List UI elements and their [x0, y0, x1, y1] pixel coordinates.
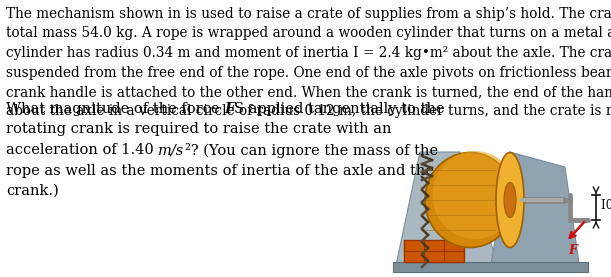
Text: crank handle is attached to the other end. When the crank is turned, the end of : crank handle is attached to the other en… [6, 85, 611, 99]
Text: rope as well as the moments of inertia of the axle and the: rope as well as the moments of inertia o… [6, 163, 434, 178]
Polygon shape [490, 152, 580, 270]
Ellipse shape [433, 151, 518, 239]
Text: What magnitude of the force: What magnitude of the force [6, 102, 224, 116]
Text: F: F [224, 102, 235, 116]
Text: F: F [568, 244, 577, 257]
Text: The mechanism shown in is used to raise a crate of supplies from a ship’s hold. : The mechanism shown in is used to raise … [6, 7, 611, 21]
Polygon shape [395, 152, 500, 270]
Ellipse shape [425, 153, 515, 248]
Ellipse shape [504, 183, 516, 217]
Text: about the axle in a vertical circle of radius 0.12 m, the cylinder turns, and th: about the axle in a vertical circle of r… [6, 104, 611, 119]
Ellipse shape [496, 153, 524, 248]
Text: rotating crank is required to raise the crate with an: rotating crank is required to raise the … [6, 122, 392, 137]
Text: acceleration of 1.40: acceleration of 1.40 [6, 143, 158, 157]
Text: crank.): crank.) [6, 184, 59, 198]
Text: S applied tangentially to the: S applied tangentially to the [235, 102, 445, 116]
Bar [404, 240, 464, 262]
Text: m/s: m/s [158, 143, 185, 157]
Text: I0.12 m: I0.12 m [601, 199, 611, 212]
Bar [393, 262, 588, 272]
Text: ²? (You can ignore the mass of the: ²? (You can ignore the mass of the [185, 143, 437, 158]
Text: suspended from the free end of the rope. One end of the axle pivots on frictionl: suspended from the free end of the rope.… [6, 65, 611, 79]
Text: total mass 54.0 kg. A rope is wrapped around a wooden cylinder that turns on a m: total mass 54.0 kg. A rope is wrapped ar… [6, 27, 611, 40]
Text: cylinder has radius 0.34 m and moment of inertia I = 2.4 kg•m² about the axle. T: cylinder has radius 0.34 m and moment of… [6, 46, 611, 60]
